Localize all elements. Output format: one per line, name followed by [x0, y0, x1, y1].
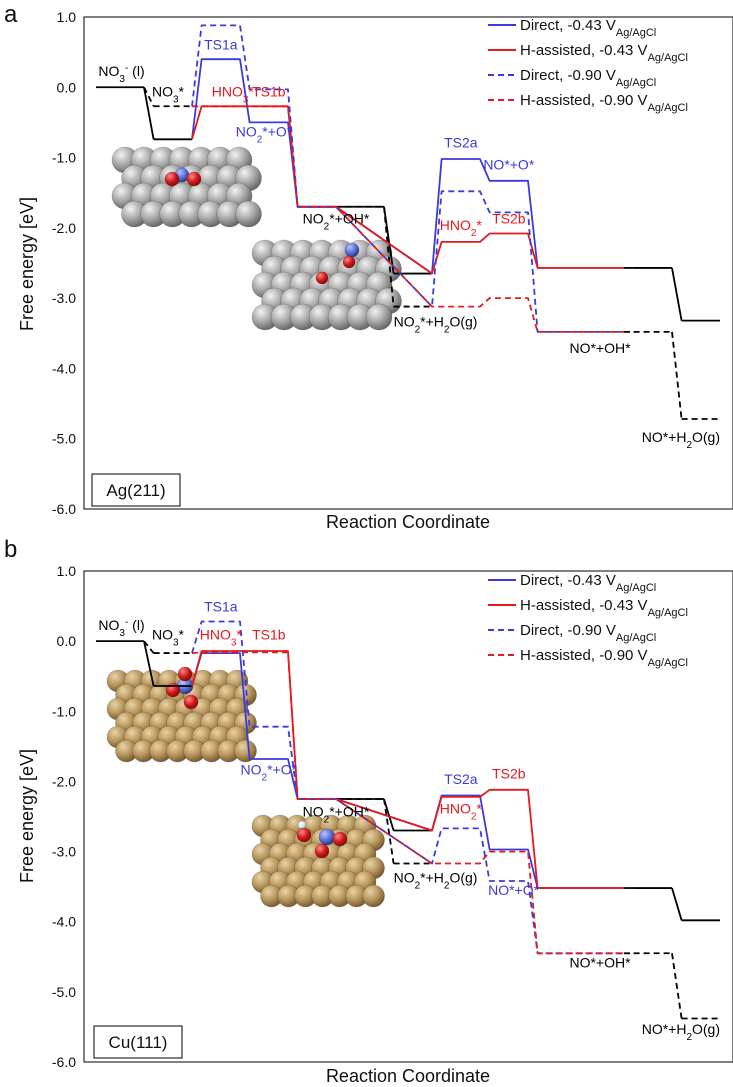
- y-tick-label: -6.0: [52, 501, 76, 517]
- y-tick-label: -1.0: [52, 150, 76, 166]
- state-label: NO*+OH*: [569, 340, 631, 356]
- y-tick-label: -2.0: [52, 773, 76, 789]
- legend-entry: Direct, -0.43 VAg/AgCl: [520, 17, 656, 39]
- x-axis-label: Reaction Coordinate: [326, 512, 490, 532]
- y-tick-label: 1.0: [57, 9, 77, 25]
- series-segment: [143, 87, 155, 140]
- y-tick-label: 1.0: [57, 563, 77, 579]
- series-lines: [96, 620, 720, 1020]
- plot-frame: [83, 570, 733, 1063]
- series-lines: [96, 24, 720, 420]
- state-label: NO2*+H2O(g): [394, 313, 478, 335]
- state-label: NO2*+H2O(g): [394, 869, 478, 891]
- molecule-images: [111, 146, 402, 331]
- state-label: NO3*: [152, 627, 185, 649]
- state-label: NO3- (l): [98, 63, 144, 85]
- y-axis-label: Free energy [eV]: [17, 749, 37, 883]
- series-line: [191, 651, 624, 955]
- y-tick-label: -2.0: [52, 220, 76, 236]
- state-label: HNO2*: [440, 801, 483, 823]
- state-label: TS1b: [252, 627, 286, 643]
- state-label: HNO3*: [200, 627, 243, 649]
- series-line: [191, 650, 624, 889]
- state-label: NO2*+O*: [236, 123, 293, 145]
- state-label: NO*+O*: [483, 157, 535, 173]
- state-label: TS1a: [204, 599, 238, 615]
- state-label: TS2a: [444, 135, 478, 151]
- legend: Direct, -0.43 VAg/AgCl H-assisted, -0.43 …: [488, 572, 688, 669]
- state-label: NO2*+OH*: [303, 804, 370, 826]
- panel-letter: b: [4, 536, 17, 563]
- y-tick-label: -3.0: [52, 290, 76, 306]
- series-segment: [143, 86, 155, 107]
- y-tick-label: -6.0: [52, 1054, 76, 1070]
- slab-image-top-1: [111, 146, 262, 228]
- y-tick-label: -5.0: [52, 984, 76, 1000]
- state-label: TS1b: [252, 83, 286, 99]
- series-line: [191, 24, 624, 333]
- y-tick-label: 0.0: [57, 79, 77, 95]
- series-segment: [671, 953, 683, 1019]
- molecule-images: [106, 666, 385, 908]
- y-tick-label: -3.0: [52, 844, 76, 860]
- state-label: NO3- (l): [98, 616, 144, 638]
- surface-label-box: Cu(111): [93, 1025, 183, 1059]
- panel-letter: a: [4, 1, 18, 28]
- legend-entry: Direct, -0.43 VAg/AgCl: [520, 572, 656, 594]
- state-label: NO*+H2O(g): [642, 1021, 720, 1043]
- y-axis-label: Free energy [eV]: [17, 197, 37, 331]
- series-segment: [383, 798, 395, 864]
- series-line: [192, 105, 624, 333]
- state-label: NO*+OH*: [569, 954, 631, 970]
- y-tick-label: -5.0: [52, 431, 76, 447]
- legend-entry: H-assisted, -0.43 VAg/AgCl: [520, 42, 688, 64]
- surface-label: Cu(111): [109, 1033, 168, 1052]
- y-tick-label: -4.0: [52, 914, 76, 930]
- series-segment: [671, 331, 683, 420]
- x-axis-label: Reaction Coordinate: [326, 1066, 490, 1086]
- y-tick-label: -4.0: [52, 360, 76, 376]
- surface-label-box: Ag(211): [91, 473, 181, 507]
- slab-image-bottom-2: [251, 814, 385, 908]
- state-label: NO2*+O*: [241, 761, 298, 783]
- slab-image-bottom-1: [106, 666, 257, 763]
- legend-entry: Direct, -0.90 VAg/AgCl: [520, 622, 656, 644]
- series-segment: [143, 640, 155, 654]
- state-label: HNO3*: [212, 83, 255, 105]
- state-label: HNO2*: [440, 217, 483, 239]
- state-label: NO*+H2O(g): [642, 429, 720, 451]
- state-label: NO2*+OH*: [303, 211, 370, 233]
- slab-image-top-2: [251, 239, 402, 331]
- legend-entry: Direct, -0.90 VAg/AgCl: [520, 67, 656, 89]
- state-labels: NO3- (l) NO3* TS1a HNO3* TS1b NO2*+O*NO2*+OH*…: [98, 599, 720, 1043]
- series-line: [191, 620, 624, 955]
- legend-entry: H-assisted, -0.90 VAg/AgCl: [520, 647, 688, 669]
- state-label: TS2b: [492, 211, 526, 227]
- series-segment: [671, 887, 683, 921]
- series-segment: [671, 267, 683, 321]
- series-segment: [383, 206, 395, 307]
- state-label: NO3*: [152, 83, 185, 105]
- legend-entry: H-assisted, -0.43 VAg/AgCl: [520, 597, 688, 619]
- legend-entry: H-assisted, -0.90 VAg/AgCl: [520, 92, 688, 114]
- series-segment: [143, 640, 155, 687]
- state-label: TS2a: [444, 771, 478, 787]
- state-label: NO*+O*: [488, 882, 540, 898]
- panel-cu111: b Free energy [eV] Reaction Coordinate 1…: [4, 536, 733, 1086]
- y-tick-labels: 1.0 0.0 -1.0 -2.0 -3.0 -4.0 -5.0 -6.0: [52, 563, 76, 1070]
- state-label: TS1a: [204, 36, 238, 52]
- state-labels: NO3- (l) NO3* TS1a HNO3*TS1b NO2*+O* NO2*+OH*…: [98, 36, 720, 450]
- y-tick-label: -1.0: [52, 703, 76, 719]
- plot-frame: [83, 16, 733, 510]
- surface-label: Ag(211): [106, 481, 165, 500]
- state-label: TS2b: [492, 766, 526, 782]
- y-tick-label: 0.0: [57, 633, 77, 649]
- legend: Direct, -0.43 VAg/AgCl H-assisted, -0.43 …: [488, 17, 688, 114]
- panel-ag211: a Free energy [eV] Reaction Coordinate 1…: [4, 1, 733, 532]
- y-tick-labels: 1.0 0.0 -1.0 -2.0 -3.0 -4.0 -5.0 -6.0: [52, 9, 76, 517]
